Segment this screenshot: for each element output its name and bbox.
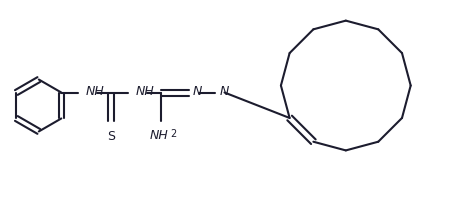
Text: S: S bbox=[107, 129, 115, 142]
Text: N: N bbox=[219, 85, 229, 98]
Text: NH: NH bbox=[149, 128, 168, 141]
Text: N: N bbox=[193, 85, 202, 98]
Text: NH: NH bbox=[85, 85, 104, 98]
Text: NH: NH bbox=[135, 85, 154, 98]
Text: 2: 2 bbox=[170, 129, 177, 139]
